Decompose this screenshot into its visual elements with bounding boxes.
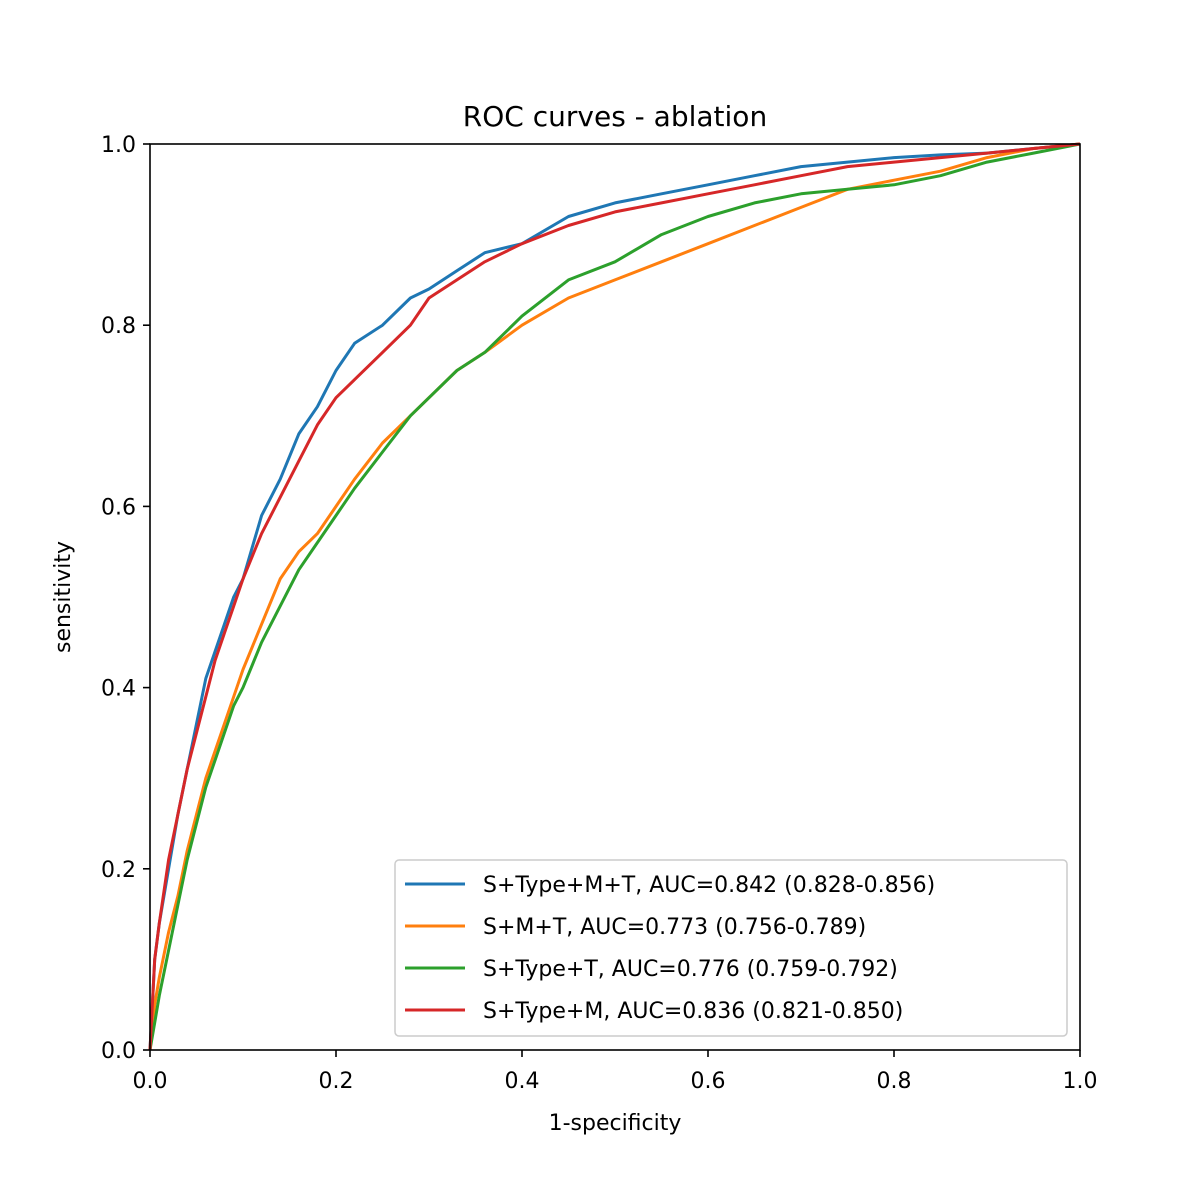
legend-label-1: S+Type+M+T, AUC=0.842 (0.828-0.856) bbox=[483, 873, 935, 898]
x-tick-label: 1.0 bbox=[1063, 1069, 1098, 1094]
y-tick-label: 0.2 bbox=[101, 858, 136, 883]
plot-area: 0.0 0.2 0.4 0.6 0.8 1.0 0.0 0.2 0.4 0.6 0.8 1.0 bbox=[101, 133, 1098, 1094]
legend-label-2: S+M+T, AUC=0.773 (0.756-0.789) bbox=[483, 915, 866, 940]
y-tick-label: 0.6 bbox=[101, 495, 136, 520]
y-tick-label: 1.0 bbox=[101, 133, 136, 158]
y-axis-title: sensitivity bbox=[51, 541, 76, 653]
series-line-4 bbox=[148, 142, 1081, 1051]
y-tick-label: 0.4 bbox=[101, 677, 136, 702]
chart-title: ROC curves - ablation bbox=[463, 100, 767, 133]
x-tick-label: 0.0 bbox=[133, 1069, 168, 1094]
legend-label-4: S+Type+M, AUC=0.836 (0.821-0.850) bbox=[483, 999, 903, 1024]
series-line-1 bbox=[148, 142, 1081, 1051]
x-tick-label: 0.6 bbox=[691, 1069, 726, 1094]
x-tick-label: 0.2 bbox=[319, 1069, 354, 1094]
x-axis-title: 1-specificity bbox=[549, 1111, 682, 1136]
legend-label-3: S+Type+T, AUC=0.776 (0.759-0.792) bbox=[483, 957, 898, 982]
series-line-3 bbox=[148, 142, 1081, 1051]
plot-frame bbox=[149, 143, 1081, 1051]
x-tick-label: 0.4 bbox=[505, 1069, 540, 1094]
legend-box bbox=[394, 859, 1068, 1037]
x-tick-label: 0.8 bbox=[877, 1069, 912, 1094]
y-tick-label: 0.8 bbox=[101, 314, 136, 339]
legend: S+Type+M+T, AUC=0.842 (0.828-0.856) S+M+T… bbox=[394, 859, 1068, 1037]
series-line-2 bbox=[148, 142, 1081, 1051]
y-tick-label: 0.0 bbox=[101, 1039, 136, 1064]
